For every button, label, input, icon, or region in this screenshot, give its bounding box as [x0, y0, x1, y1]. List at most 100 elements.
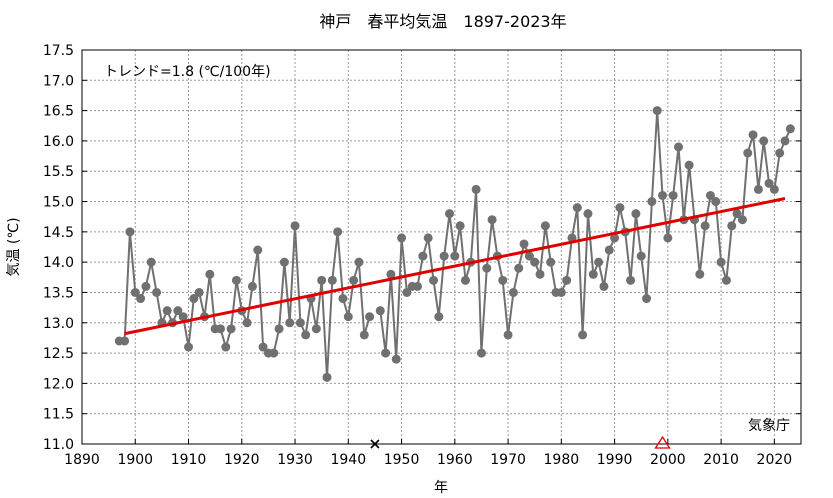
plot-frame — [81, 49, 802, 445]
data-point — [338, 294, 348, 304]
y-tick-label: 14.5 — [43, 225, 74, 241]
data-point — [583, 209, 593, 219]
data-point — [769, 184, 779, 194]
data-point — [775, 148, 785, 158]
data-point — [333, 227, 343, 237]
x-tick-label: 1950 — [384, 452, 420, 468]
data-point — [599, 281, 609, 291]
data-point — [295, 318, 305, 328]
y-axis-label: 気温 (℃) — [6, 217, 22, 276]
data-point — [711, 197, 721, 207]
data-point — [162, 306, 172, 316]
y-tick-label: 11.5 — [43, 407, 74, 423]
data-point — [242, 318, 252, 328]
y-tick-label: 15.5 — [43, 164, 74, 180]
data-point — [279, 257, 289, 267]
data-point — [434, 312, 444, 322]
data-point — [743, 148, 753, 158]
data-point — [226, 324, 236, 334]
data-point — [317, 275, 327, 285]
data-point — [588, 269, 598, 279]
data-point — [642, 294, 652, 304]
y-tick-label: 16.5 — [43, 104, 74, 120]
data-point — [663, 233, 673, 243]
triangle-marker — [654, 435, 671, 449]
data-point — [700, 221, 710, 231]
data-point — [727, 221, 737, 231]
data-point — [594, 257, 604, 267]
data-point — [652, 106, 662, 116]
data-point — [253, 245, 263, 255]
x-tick-label: 1900 — [117, 452, 153, 468]
data-point — [136, 294, 146, 304]
data-point — [508, 287, 518, 297]
data-point — [519, 239, 529, 249]
data-point — [615, 203, 625, 213]
data-point — [189, 294, 199, 304]
data-point — [301, 330, 311, 340]
data-point — [455, 221, 465, 231]
x-tick-label: 1920 — [224, 452, 260, 468]
data-point — [258, 342, 268, 352]
data-point — [274, 324, 284, 334]
trend-line-group — [124, 197, 786, 336]
data-point — [684, 160, 694, 170]
data-point — [375, 306, 385, 316]
x-axis-ticks: 1890 1900 1910 1920 1930 1940 1950 1960 1970 1980… — [64, 439, 792, 468]
grid — [82, 50, 801, 444]
data-point — [173, 306, 183, 316]
data-point — [556, 287, 566, 297]
data-point — [322, 372, 332, 382]
y-tick-label: 16.0 — [43, 134, 74, 150]
data-point — [125, 227, 135, 237]
data-point — [285, 318, 295, 328]
data-point — [429, 275, 439, 285]
data-point — [290, 221, 300, 231]
y-tick-label: 17.0 — [43, 73, 74, 89]
x-tick-label: 1890 — [64, 452, 100, 468]
y-tick-label: 15.0 — [43, 195, 74, 211]
x-tick-label: 1960 — [437, 452, 473, 468]
data-point — [668, 190, 678, 200]
data-point — [146, 257, 156, 267]
data-point — [674, 142, 684, 152]
data-point — [482, 263, 492, 273]
data-point — [716, 257, 726, 267]
data-point — [471, 184, 481, 194]
data-point — [487, 215, 497, 225]
data-point — [764, 178, 774, 188]
data-point — [221, 342, 231, 352]
data-point — [439, 251, 449, 261]
chart-title: 神戸 春平均気温 1897-2023年 — [319, 12, 566, 31]
data-point — [631, 209, 641, 219]
data-point — [381, 348, 391, 358]
data-point — [402, 287, 412, 297]
data-point — [498, 275, 508, 285]
x-tick-label: 2000 — [650, 452, 686, 468]
data-point — [476, 348, 486, 358]
data-point — [397, 233, 407, 243]
y-tick-label: 11.0 — [43, 437, 74, 453]
data-point — [753, 184, 763, 194]
data-point — [546, 257, 556, 267]
data-point — [354, 257, 364, 267]
data-point — [418, 251, 428, 261]
data-point — [386, 269, 396, 279]
data-point — [540, 221, 550, 231]
data-point — [748, 130, 758, 140]
data-point — [178, 312, 188, 322]
data-point — [658, 190, 668, 200]
temperature-series — [114, 106, 795, 382]
data-point — [184, 342, 194, 352]
data-point — [503, 330, 513, 340]
y-tick-label: 17.5 — [43, 43, 74, 59]
x-tick-label: 1990 — [597, 452, 633, 468]
data-point — [120, 336, 130, 346]
cross-marker — [370, 439, 380, 449]
data-point — [194, 287, 204, 297]
x-tick-label: 1980 — [544, 452, 580, 468]
data-point — [610, 233, 620, 243]
data-point — [141, 281, 151, 291]
